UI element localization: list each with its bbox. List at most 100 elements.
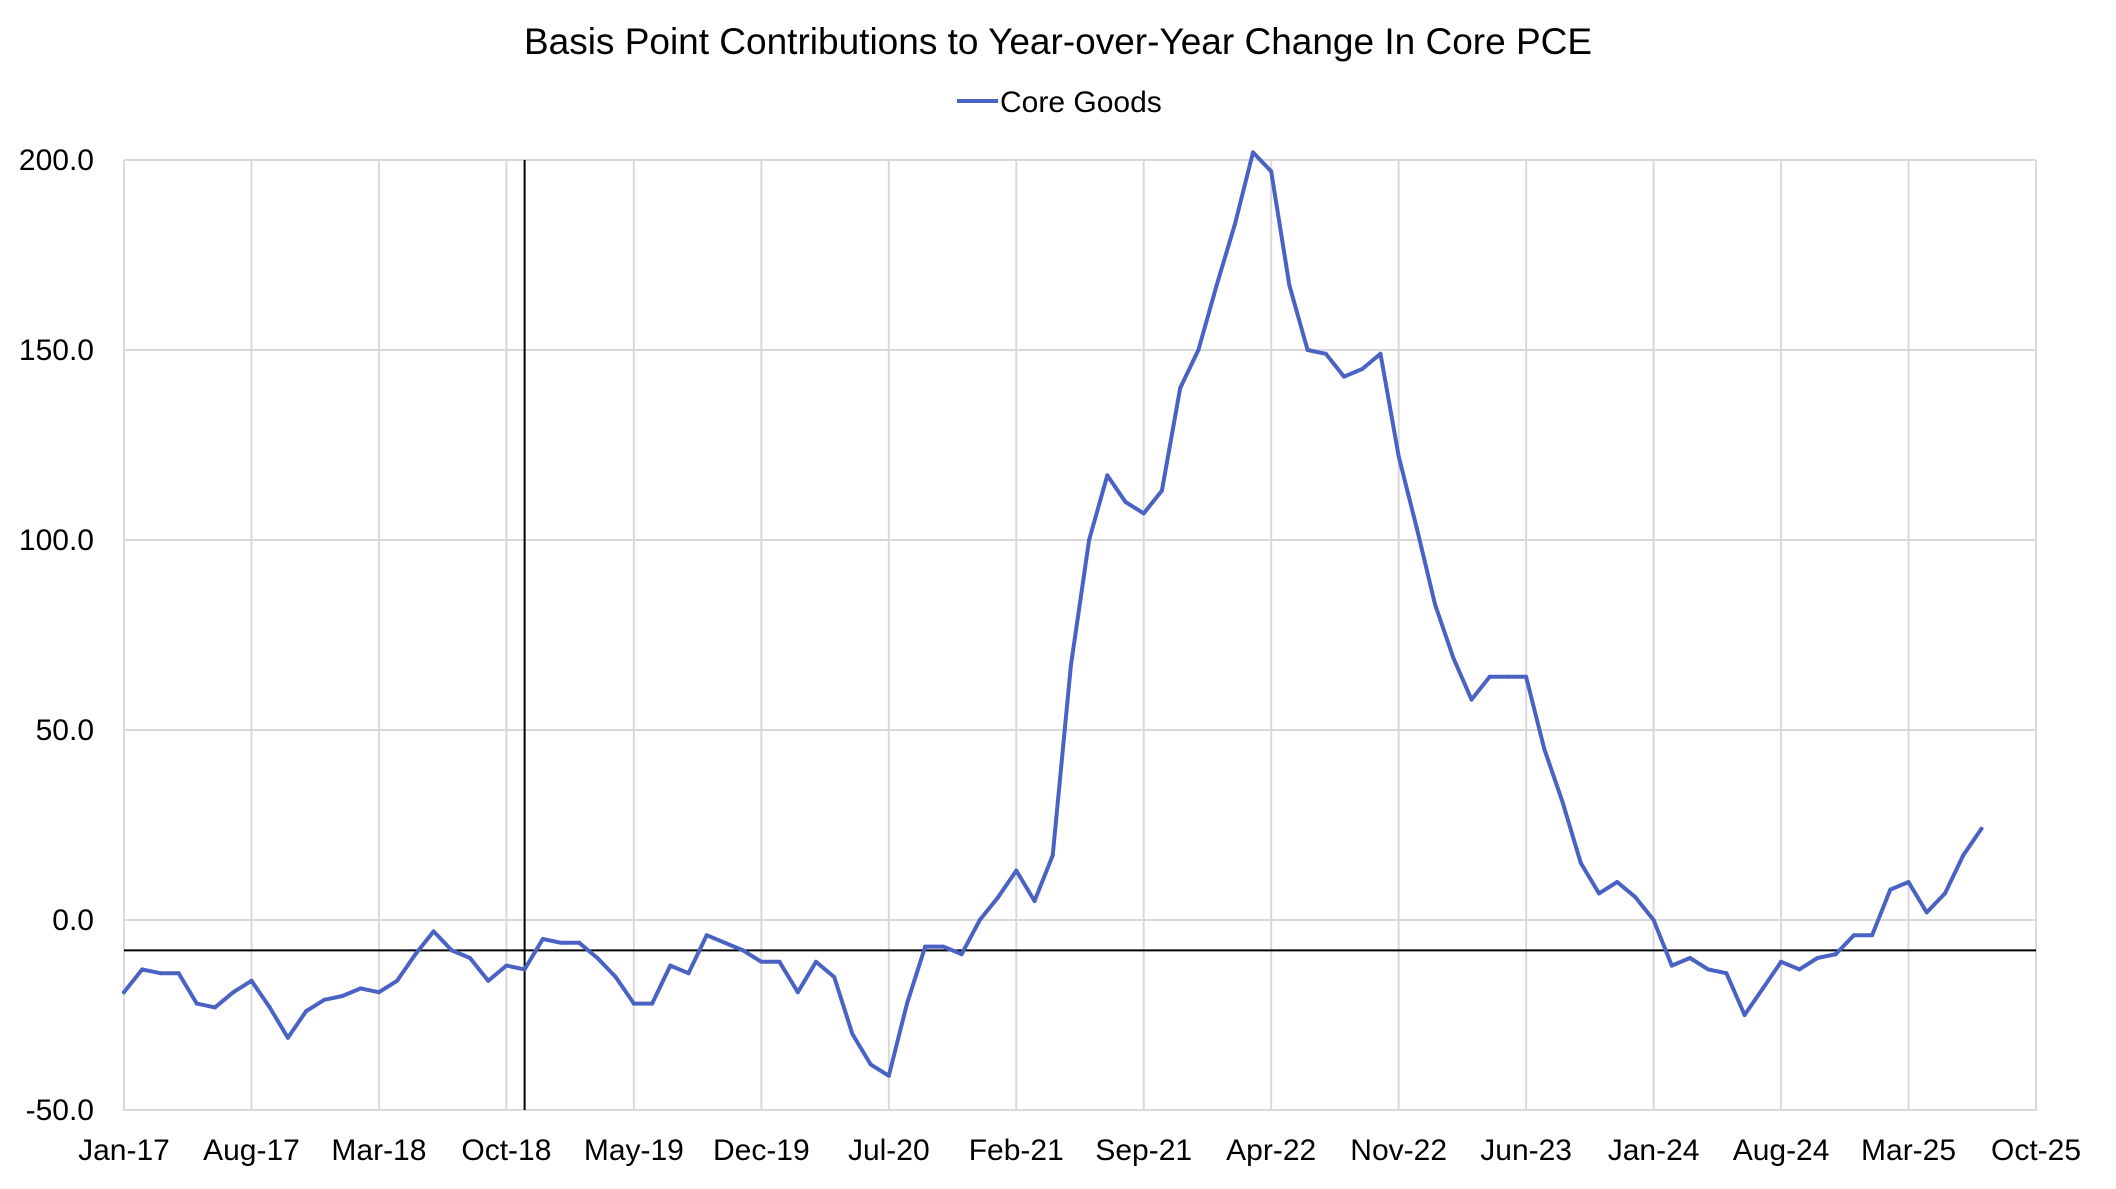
data-point xyxy=(1214,283,1219,288)
data-point xyxy=(1669,963,1674,968)
x-tick-label: Mar-18 xyxy=(331,1134,426,1167)
data-point xyxy=(1815,956,1820,960)
data-point xyxy=(1414,526,1419,531)
data-point xyxy=(1087,538,1092,542)
data-point xyxy=(1123,500,1128,504)
data-point xyxy=(1560,800,1565,805)
data-point xyxy=(1779,959,1784,964)
x-tick-label: Apr-22 xyxy=(1226,1134,1316,1167)
data-point xyxy=(194,1001,199,1006)
data-point xyxy=(959,952,964,957)
data-point xyxy=(140,967,145,972)
data-point xyxy=(1469,697,1474,702)
data-point xyxy=(322,997,327,1002)
data-point xyxy=(1014,868,1019,873)
x-tick-label: Oct-25 xyxy=(1991,1134,2081,1167)
x-tick-label: Mar-25 xyxy=(1861,1134,1956,1167)
x-tick-label: May-19 xyxy=(584,1134,684,1167)
data-point xyxy=(1979,826,1984,831)
data-point xyxy=(1196,348,1201,352)
data-point xyxy=(977,918,982,922)
data-point xyxy=(1542,747,1547,751)
y-tick-label: 100.0 xyxy=(19,524,94,557)
data-point xyxy=(595,956,600,960)
data-point xyxy=(577,940,582,945)
data-point xyxy=(431,929,436,934)
data-point xyxy=(850,1032,855,1036)
data-point xyxy=(304,1009,309,1014)
data-point xyxy=(1068,663,1073,668)
data-point xyxy=(613,975,618,979)
data-point xyxy=(285,1035,290,1040)
legend: Core Goods xyxy=(957,86,1162,119)
data-point xyxy=(1342,374,1346,379)
data-point xyxy=(540,937,545,941)
x-tick-label: Jan-17 xyxy=(78,1134,170,1167)
data-point xyxy=(1615,880,1620,884)
data-point xyxy=(1760,986,1765,991)
data-point xyxy=(158,971,163,976)
data-point xyxy=(468,956,472,960)
y-axis-tick-labels: 200.0 150.0 100.0 50.0 0.0 -50.0 xyxy=(19,144,94,1127)
data-point xyxy=(886,1073,891,1078)
data-point xyxy=(213,1005,217,1010)
data-point xyxy=(1924,910,1929,915)
data-point xyxy=(504,963,509,968)
data-point xyxy=(1651,918,1656,922)
data-point xyxy=(1159,488,1164,493)
data-point xyxy=(122,990,126,995)
data-point xyxy=(1396,454,1401,459)
data-point xyxy=(1524,674,1529,679)
y-tick-label: 200.0 xyxy=(19,144,94,177)
data-point xyxy=(650,1001,655,1006)
data-point xyxy=(1178,386,1183,390)
x-tick-label: Aug-24 xyxy=(1733,1134,1830,1167)
data-point xyxy=(176,971,181,976)
data-point xyxy=(449,948,454,953)
data-point xyxy=(358,986,363,991)
chart-title: Basis Point Contributions to Year-over-Y… xyxy=(524,21,1592,62)
data-point xyxy=(941,944,946,949)
data-point xyxy=(1323,351,1328,356)
data-point xyxy=(905,1001,909,1006)
data-point xyxy=(1032,899,1037,903)
x-tick-label: Oct-18 xyxy=(461,1134,551,1167)
data-point xyxy=(741,948,746,953)
series-points-core-goods xyxy=(122,150,1984,1078)
series-line-core-goods xyxy=(122,150,1984,1078)
data-point xyxy=(1105,473,1110,478)
data-point xyxy=(1851,933,1856,938)
data-point xyxy=(1505,674,1510,679)
data-point xyxy=(759,959,764,964)
x-tick-label: Sep-21 xyxy=(1095,1134,1192,1167)
x-tick-label: Aug-17 xyxy=(203,1134,300,1167)
x-tick-label: Jan-24 xyxy=(1608,1134,1700,1167)
data-point xyxy=(1287,283,1292,288)
data-point xyxy=(1906,880,1911,884)
data-point xyxy=(996,895,1001,900)
data-point xyxy=(1487,674,1492,679)
legend-label-core-goods: Core Goods xyxy=(1000,86,1162,119)
data-point xyxy=(1360,367,1365,371)
data-point xyxy=(668,963,673,968)
vertical-gridlines xyxy=(123,160,2037,1110)
data-point xyxy=(1232,222,1237,227)
data-point xyxy=(486,978,491,983)
data-point xyxy=(631,1001,636,1006)
data-point xyxy=(686,971,691,976)
data-point xyxy=(722,940,727,945)
data-point xyxy=(340,994,345,998)
x-tick-label: Dec-19 xyxy=(713,1134,810,1167)
data-point xyxy=(1433,602,1438,607)
data-point xyxy=(1378,351,1383,356)
data-point xyxy=(1451,655,1456,660)
data-point xyxy=(923,944,928,949)
data-point xyxy=(1597,891,1601,896)
horizontal-gridlines xyxy=(124,159,2036,1111)
data-point xyxy=(1688,956,1692,960)
data-point xyxy=(522,967,527,972)
y-tick-label: 50.0 xyxy=(36,714,94,747)
y-tick-label: 0.0 xyxy=(52,904,94,937)
